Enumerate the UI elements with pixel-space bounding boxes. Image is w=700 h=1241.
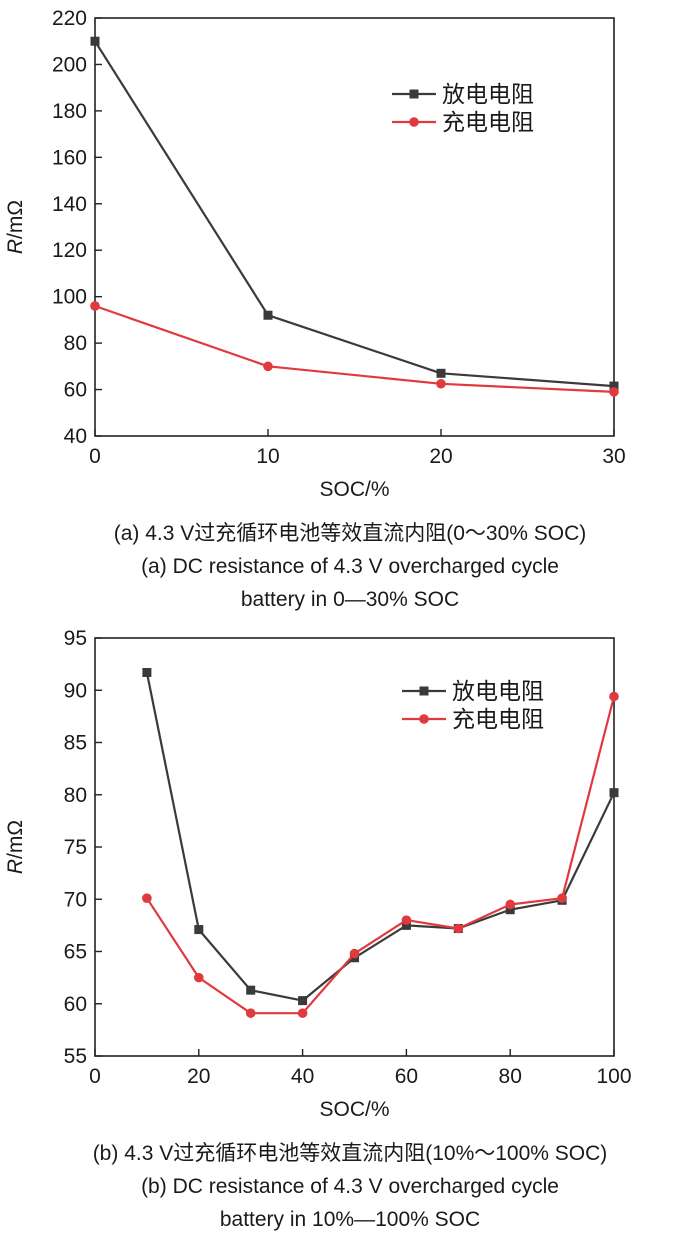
chart-b-x-tick-label: 60 (395, 1065, 418, 1088)
caption-b-en-1: (b) DC resistance of 4.3 V overcharged c… (141, 1175, 559, 1198)
caption-a-cn: (a) 4.3 V过充循环电池等效直流内阻(0～30% SOC) (113, 522, 587, 545)
chart-a-series-1-point (436, 368, 446, 378)
chart-b-series-1-point (401, 920, 411, 930)
chart-a-y-axis-label-symbol: R (4, 239, 27, 254)
chart-a-x-tick-label: 10 (256, 445, 279, 468)
chart-b-y-tick-label: 60 (64, 993, 87, 1016)
chart-b-x-tick-label: 40 (291, 1065, 314, 1088)
chart-b-series-2-point (142, 893, 152, 904)
chart-b-x-tick-label: 80 (499, 1065, 522, 1088)
chart-b-series-1-point (142, 667, 152, 677)
caption-a-en-2: battery in 0—30% SOC (240, 588, 460, 611)
chart-b: 55 60 65 70 75 80 85 90 95 0 20 40 60 80 100 SOC/% R/mΩ 放… (4, 627, 632, 1121)
chart-a-plot-frame (94, 17, 615, 437)
chart-b-y-tick-label: 80 (64, 784, 87, 807)
chart-a-series-1-point (609, 381, 619, 391)
chart-b-series-2-point (297, 1008, 308, 1018)
caption-b-en-2: battery in 10%—100% SOC (219, 1208, 481, 1231)
chart-b-y-tick-label: 70 (64, 888, 87, 911)
chart-a: 40 60 80 100 120 140 160 180 200 220 0 10 20 30 SOC/% R… (4, 7, 626, 501)
chart-b-series-2-point (557, 893, 567, 904)
chart-a-y-tick-label: 100 (52, 286, 87, 309)
chart-a-legend-label: 放电电阻 (442, 81, 534, 107)
chart-a-y-tick-label: 180 (52, 100, 87, 123)
chart-b-series-1-point (246, 985, 256, 995)
chart-b-series-1-point (194, 925, 204, 935)
chart-b-x-tick-label: 20 (187, 1065, 210, 1088)
chart-b-y-axis-label-unit: /mΩ (4, 820, 27, 859)
chart-b-x-tick-label: 0 (89, 1065, 101, 1088)
chart-b-legend-swatch-marker (419, 714, 429, 724)
chart-b-y-axis-label: R/mΩ (4, 820, 27, 874)
chart-b-x-tick-label: 100 (596, 1065, 631, 1088)
chart-b-series-2-point (349, 948, 360, 959)
chart-a-y-tick-label: 200 (52, 53, 87, 76)
chart-b-series-1-point (609, 788, 619, 798)
chart-b-series-2-point (245, 1008, 256, 1018)
caption-a-en-1: (a) DC resistance of 4.3 V overcharged c… (141, 555, 559, 578)
chart-a-y-tick-label: 80 (64, 332, 87, 355)
chart-a-series-2-point (263, 361, 273, 372)
chart-b-y-axis-label-symbol: R (4, 859, 27, 874)
chart-a-series-2-line (94, 304, 615, 393)
chart-b-legend-label: 放电电阻 (452, 678, 544, 704)
chart-b-series-1-point (298, 996, 308, 1006)
chart-b-series-2-point (453, 923, 464, 934)
chart-b-y-tick-label: 85 (64, 732, 87, 755)
chart-b-y-tick-label: 55 (64, 1045, 87, 1068)
chart-a-y-tick-label: 120 (52, 239, 87, 262)
chart-b-y-tick-label: 75 (64, 836, 87, 859)
chart-a-x-axis-label: SOC/% (319, 478, 389, 501)
chart-a-y-tick-label: 60 (64, 379, 87, 402)
chart-b-legend-label: 充电电阻 (452, 706, 544, 732)
chart-a-legend-swatch-marker (409, 89, 419, 99)
chart-a-legend-swatch-marker (409, 117, 419, 127)
chart-a-x-tick-label: 30 (602, 445, 625, 468)
chart-a-y-axis-label-unit: /mΩ (4, 200, 27, 239)
chart-b-series-2-line (145, 696, 616, 1015)
chart-a-y-tick-label: 160 (52, 146, 87, 169)
chart-b-series-2-point (609, 691, 619, 702)
chart-a-series-2-point (609, 387, 619, 397)
chart-a-series-1-point (263, 310, 273, 320)
chart-b-x-axis-label: SOC/% (319, 1098, 389, 1121)
chart-b-y-tick-label: 65 (64, 941, 87, 964)
chart-b-series-2-point (401, 915, 412, 925)
chart-b-y-tick-label: 95 (64, 627, 87, 650)
chart-a-y-tick-label: 140 (52, 193, 87, 216)
caption-b-cn: (b) 4.3 V过充循环电池等效直流内阻(10%～100% SOC) (92, 1142, 608, 1165)
chart-b-y-tick-label: 90 (64, 679, 87, 702)
chart-b-series-1-line (145, 672, 615, 1002)
chart-a-y-axis-label: R/mΩ (4, 200, 27, 254)
chart-b-legend-swatch-marker (419, 686, 429, 696)
chart-a-series-2-point (436, 378, 446, 389)
chart-b-series-1-point (505, 905, 515, 915)
chart-a-x-tick-label: 0 (89, 445, 101, 468)
chart-a-series-2-point (90, 301, 100, 311)
chart-a-series-1-line (94, 40, 615, 388)
chart-a-y-tick-label: 40 (64, 425, 87, 448)
chart-a-y-tick-label: 220 (52, 7, 87, 30)
chart-b-series-2-point (505, 899, 515, 910)
chart-a-x-tick-label: 20 (429, 445, 452, 468)
chart-b-series-2-point (194, 972, 204, 983)
chart-a-series-1-point (90, 36, 100, 46)
chart-a-legend-label: 充电电阻 (442, 109, 534, 135)
